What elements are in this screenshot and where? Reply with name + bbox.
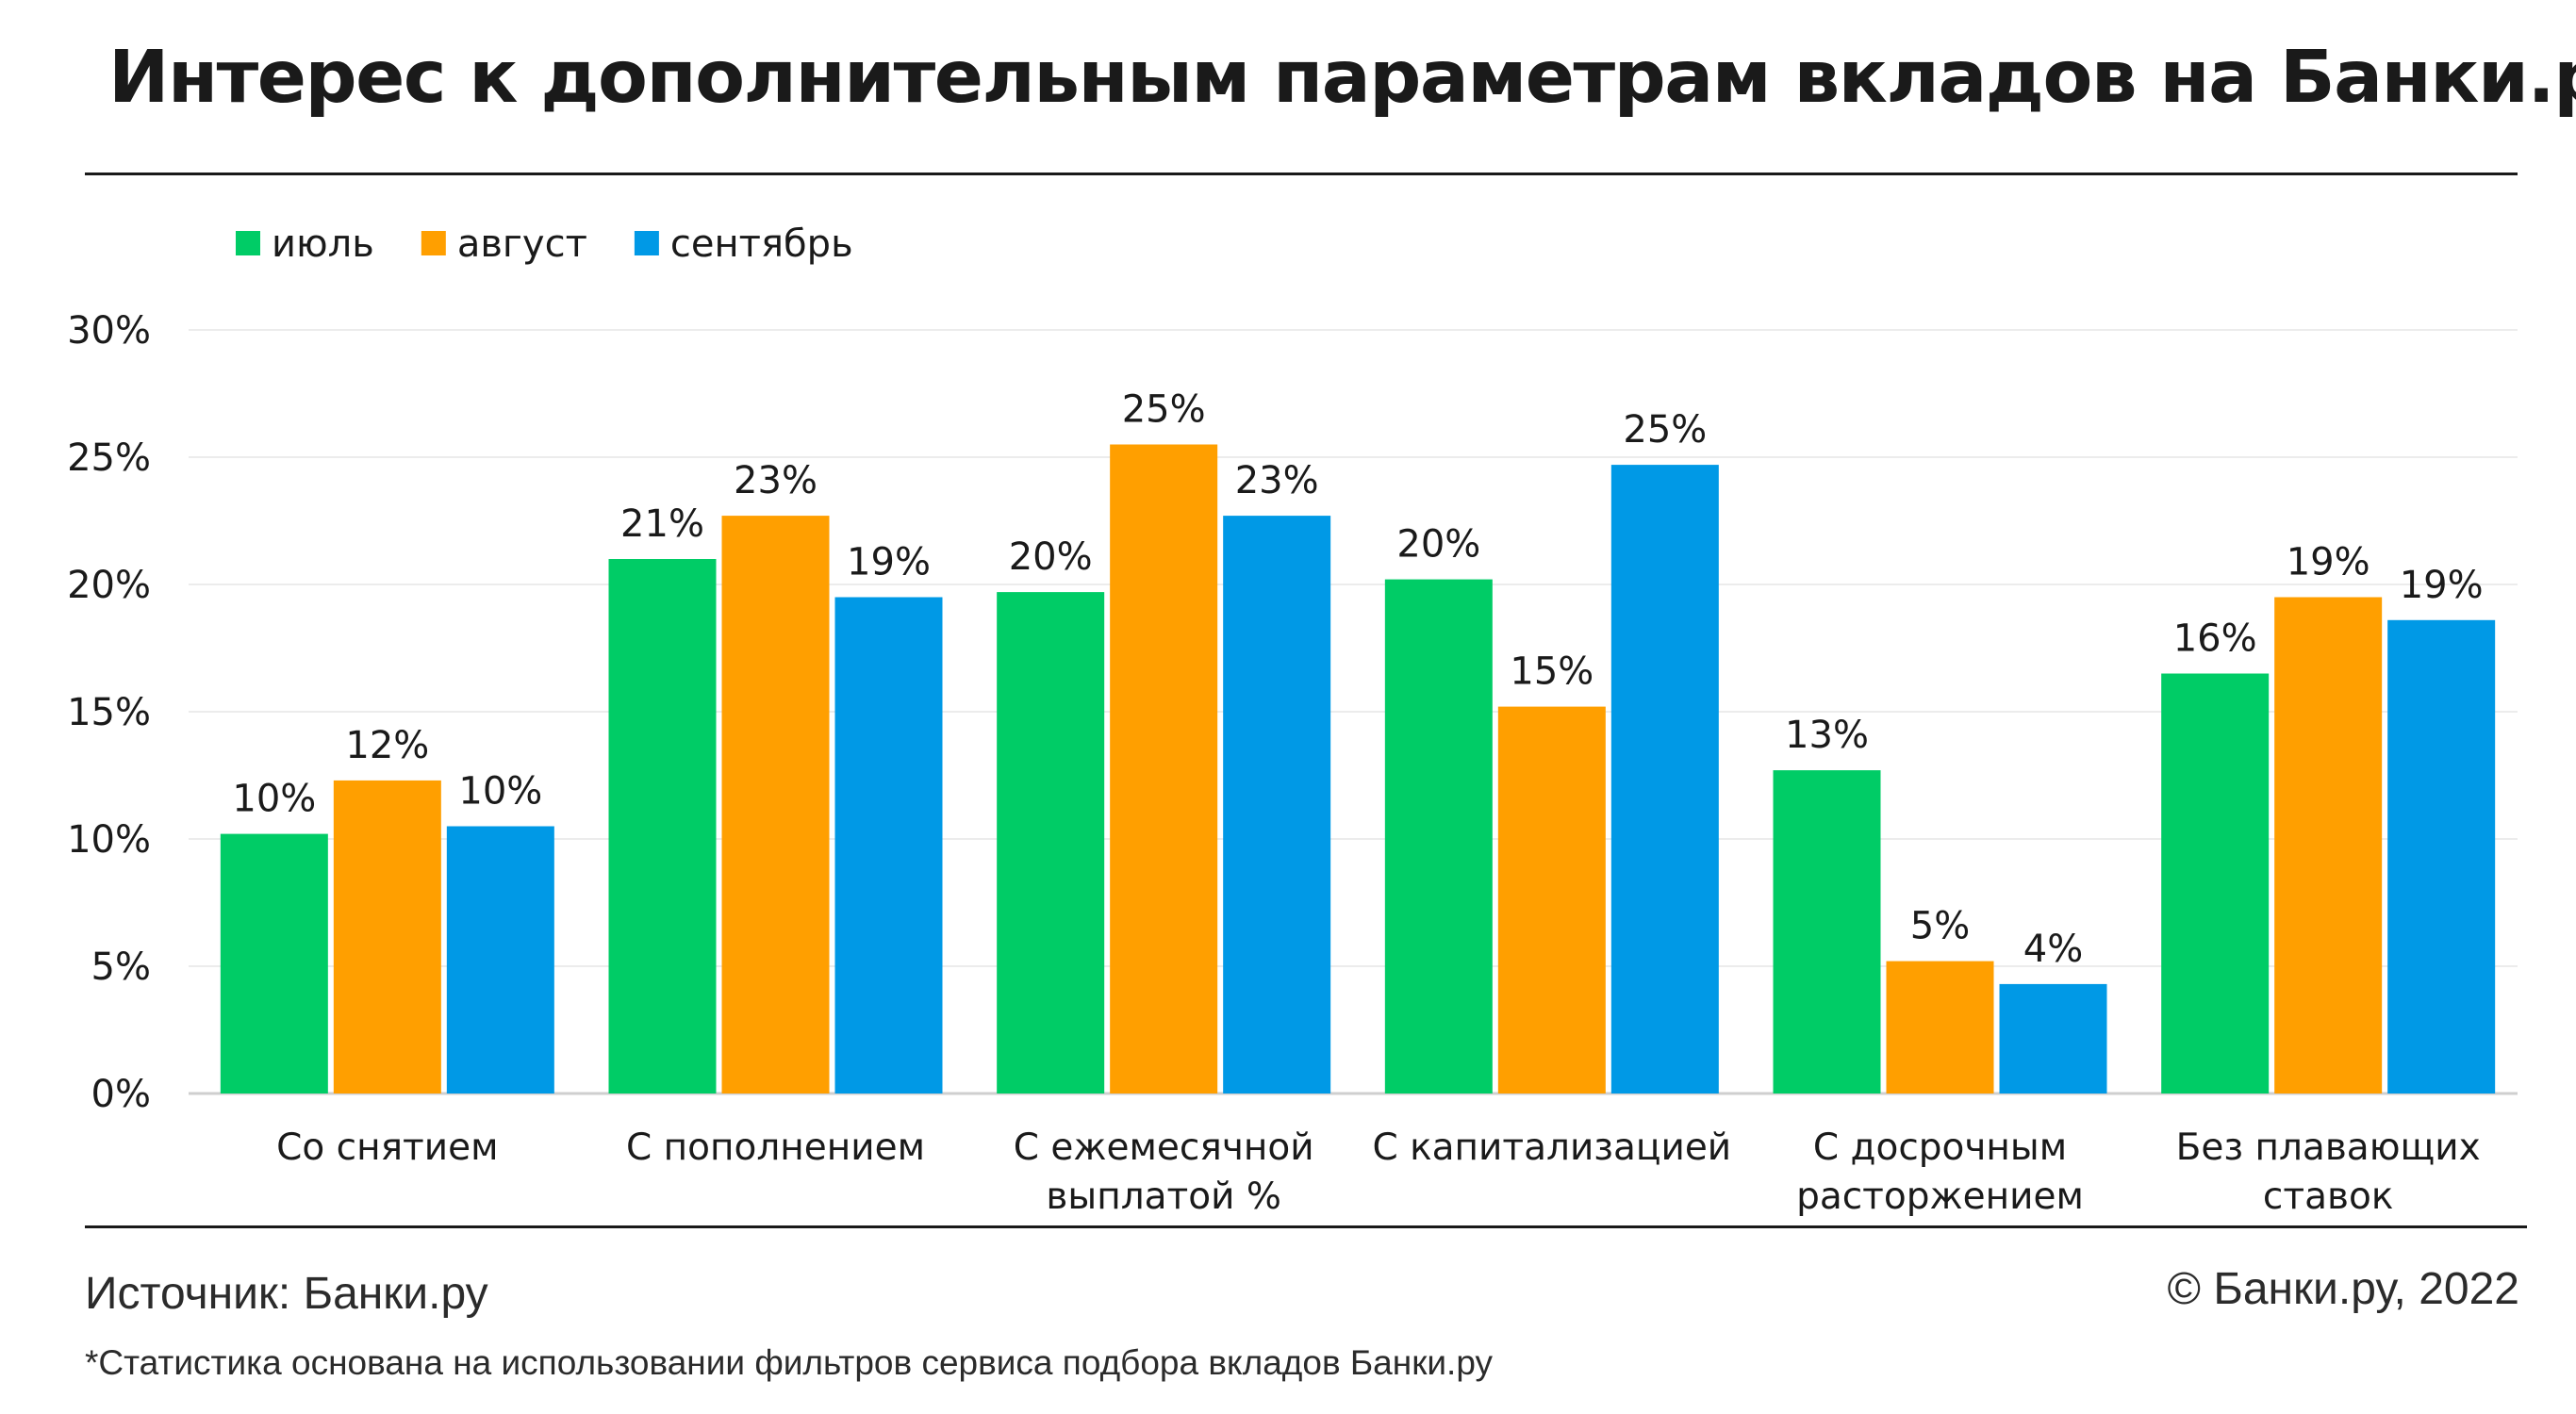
data-label: 21% xyxy=(620,502,704,546)
data-label: 12% xyxy=(345,724,429,767)
legend-label: сентябрь xyxy=(670,222,853,266)
bar xyxy=(1773,770,1881,1093)
data-label: 23% xyxy=(734,459,817,502)
bar xyxy=(608,559,717,1093)
data-label: 25% xyxy=(1623,408,1707,452)
bar xyxy=(2274,597,2383,1093)
data-label: 16% xyxy=(2173,617,2257,661)
bar xyxy=(1110,444,1218,1093)
y-tick-label: 10% xyxy=(67,818,151,862)
top-divider xyxy=(85,173,2518,175)
data-label: 5% xyxy=(1910,905,1970,948)
bar xyxy=(1999,983,2107,1093)
bar xyxy=(333,780,441,1093)
bar xyxy=(1384,579,1493,1093)
data-label: 19% xyxy=(2400,564,2484,607)
page-title: Интерес к дополнительным параметрам вкла… xyxy=(108,36,2576,120)
legend: июль август сентябрь xyxy=(236,222,853,266)
copyright-note: © Банки.ру, 2022 xyxy=(2167,1264,2519,1314)
bar xyxy=(834,597,943,1093)
category-label: С пополнением xyxy=(626,1126,925,1169)
data-label: 13% xyxy=(1785,714,1869,757)
category-label: ставок xyxy=(2263,1176,2393,1218)
footnote: *Статистика основана на использовании фи… xyxy=(85,1343,1493,1382)
bar xyxy=(997,592,1105,1093)
data-label: 15% xyxy=(1510,650,1593,694)
legend-swatch xyxy=(236,231,260,255)
category-label: выплатой % xyxy=(1046,1176,1280,1218)
bar xyxy=(2161,673,2270,1093)
category-label: С ежемесячной xyxy=(1014,1126,1314,1169)
data-labels: 10% 12% 10% 21% 23% 19% 20% 25% 23% 20% 15% 25% 13% 5… xyxy=(232,388,2483,971)
category-label: Без плавающих xyxy=(2176,1126,2481,1169)
x-axis-categories: Со снятием С пополнением С ежемесячной выпл… xyxy=(276,1126,2481,1218)
bar xyxy=(721,516,830,1093)
data-label: 4% xyxy=(2023,928,2083,971)
y-tick-label: 15% xyxy=(67,691,151,734)
bar xyxy=(1223,516,1331,1093)
gridlines xyxy=(189,329,2518,1095)
category-label: С досрочным xyxy=(1813,1126,2067,1169)
data-label: 19% xyxy=(2287,541,2370,584)
bar xyxy=(1497,706,1606,1093)
bar xyxy=(1886,961,1994,1093)
y-tick-label: 5% xyxy=(91,945,151,989)
data-label: 10% xyxy=(232,778,316,821)
source-note: Источник: Банки.ру xyxy=(85,1269,488,1319)
bars xyxy=(220,444,2496,1094)
y-tick-label: 0% xyxy=(91,1073,151,1116)
data-label: 23% xyxy=(1235,459,1319,502)
legend-swatch xyxy=(634,231,659,255)
category-label: Со снятием xyxy=(276,1126,498,1169)
bar xyxy=(220,833,328,1093)
y-tick-label: 25% xyxy=(67,436,151,480)
bar xyxy=(1610,465,1719,1094)
y-tick-label: 20% xyxy=(67,564,151,607)
data-label: 19% xyxy=(847,541,931,584)
legend-label: июль xyxy=(272,222,374,266)
category-label: расторжением xyxy=(1796,1176,2084,1218)
bottom-divider xyxy=(85,1225,2527,1228)
data-label: 10% xyxy=(458,770,542,814)
y-axis-ticks: 0% 5% 10% 15% 20% 25% 30% xyxy=(67,309,151,1116)
category-label: С капитализацией xyxy=(1372,1126,1731,1169)
data-label: 20% xyxy=(1396,523,1480,567)
bar xyxy=(446,826,554,1093)
bar xyxy=(2387,619,2496,1093)
data-label: 20% xyxy=(1009,535,1093,579)
bar-chart: 0% 5% 10% 15% 20% 25% 30% 10% 12% 10% 21% 23% 19% 20… xyxy=(67,222,2518,1218)
data-label: 25% xyxy=(1122,388,1206,432)
legend-label: август xyxy=(457,222,587,266)
legend-swatch xyxy=(421,231,446,255)
y-tick-label: 30% xyxy=(67,309,151,353)
